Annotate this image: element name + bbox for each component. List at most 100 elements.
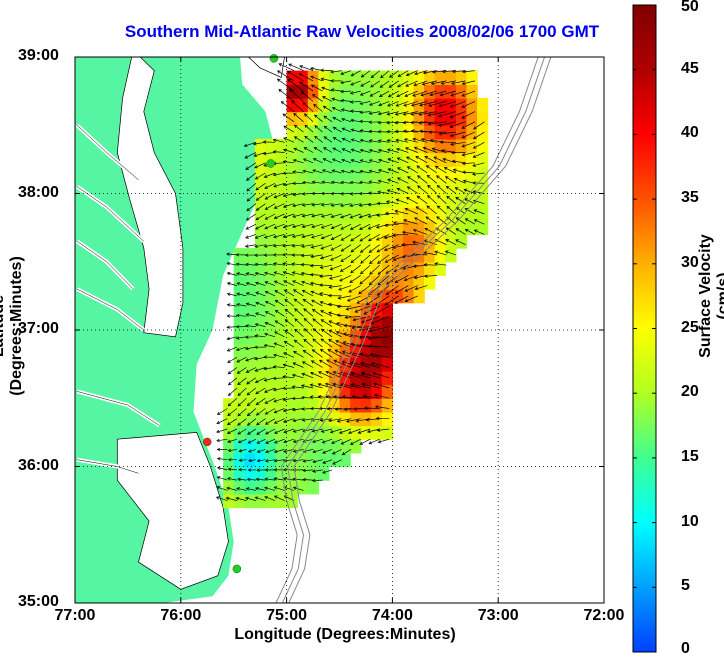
velocity-arrowhead [359,101,364,105]
velocity-arrowhead [302,102,307,106]
velocity-arrowhead [365,301,370,306]
velocity-arrowhead [301,234,306,239]
velocity-arrowhead [377,271,382,275]
velocity-arrow [254,244,266,248]
velocity-arrow [341,371,361,379]
velocity-arrow [371,362,390,368]
velocity-arrow [473,152,485,158]
velocity-arrow [237,397,247,407]
velocity-arrowhead [368,120,373,124]
velocity-arrowhead [329,267,334,271]
velocity-arrowhead [454,187,459,191]
velocity-arrowhead [309,383,314,387]
velocity-arrowhead [324,382,329,387]
velocity-arrowhead [264,459,269,463]
velocity-arrow [283,161,295,164]
velocity-arrowhead [246,412,251,417]
velocity-arrow [407,176,418,184]
velocity-arrow [415,156,428,164]
velocity-arrowhead [403,103,408,107]
velocity-arrowhead [292,429,297,433]
velocity-arrow [246,223,257,230]
velocity-arrowhead [352,317,357,322]
velocity-arrow [273,234,285,238]
velocity-arrow [274,290,285,297]
velocity-arrow [378,438,390,443]
velocity-arrow [293,113,304,123]
velocity-arrowhead [413,82,417,87]
velocity-cell [339,411,351,427]
velocity-cell [265,493,277,509]
velocity-cell [233,289,245,304]
velocity-arrowhead [450,93,455,97]
velocity-arrow [239,459,247,461]
velocity-arrow [372,372,390,379]
velocity-arrowhead [273,205,278,209]
velocity-arrow [450,90,466,96]
velocity-cell [244,261,256,276]
velocity-arrowhead [274,320,279,324]
velocity-arrowhead [359,238,364,242]
velocity-arrowhead [226,282,231,286]
velocity-arrowhead [357,430,362,434]
velocity-arrowhead [339,268,344,272]
velocity-arrowhead [312,449,316,454]
velocity-arrow [246,314,256,317]
velocity-arrowhead [341,451,346,456]
velocity-arrow [340,223,352,230]
velocity-arrowhead [351,395,356,399]
velocity-arrow [359,438,371,445]
velocity-arrow [430,90,447,96]
velocity-cell [276,480,288,495]
colorbar-tick-label: 20 [681,383,699,401]
velocity-arrowhead [333,395,337,399]
velocity-arrow [350,352,371,358]
velocity-cell [318,207,330,222]
velocity-arrow [277,70,295,82]
velocity-arrowhead [368,441,373,445]
velocity-arrow [245,346,256,350]
velocity-arrow [287,79,304,92]
velocity-arrow [313,104,323,112]
velocity-arrow [412,138,428,143]
velocity-arrowhead [301,192,306,196]
velocity-cell [403,261,415,276]
velocity-cell [286,125,298,140]
velocity-arrow [445,176,457,184]
velocity-arrowhead [455,239,459,243]
depth-contour-2 [288,57,552,603]
velocity-arrow [351,159,361,164]
velocity-cell [265,316,277,331]
velocity-cell [254,207,267,222]
velocity-arrow [227,272,237,276]
velocity-cell [328,84,341,99]
velocity-arrow [387,139,399,143]
velocity-arrowhead [226,421,231,426]
velocity-arrowhead [445,239,449,243]
velocity-arrow [419,111,437,116]
velocity-arrowhead [273,225,278,229]
velocity-arrow [349,275,361,283]
velocity-arrow [405,208,418,215]
velocity-cell [276,493,288,509]
velocity-arrow [226,487,237,491]
velocity-cell [297,111,309,126]
velocity-arrow [403,219,418,225]
velocity-cell [276,330,288,345]
velocity-arrow [407,186,418,194]
radar-station [232,564,242,574]
velocity-arrow [293,478,304,481]
velocity-arrow [416,165,428,174]
velocity-arrow [319,275,333,277]
velocity-cell [254,302,267,317]
x-tick-label: 74:00 [371,607,413,624]
velocity-cell [276,316,288,331]
velocity-cell [265,207,277,222]
velocity-cell [455,97,468,113]
velocity-arrowhead [384,302,389,306]
velocity-arrowhead [236,272,240,276]
velocity-arrow [346,305,361,310]
velocity-arrowhead [312,439,316,444]
velocity-arrow [473,141,485,149]
velocity-arrowhead [417,175,421,179]
